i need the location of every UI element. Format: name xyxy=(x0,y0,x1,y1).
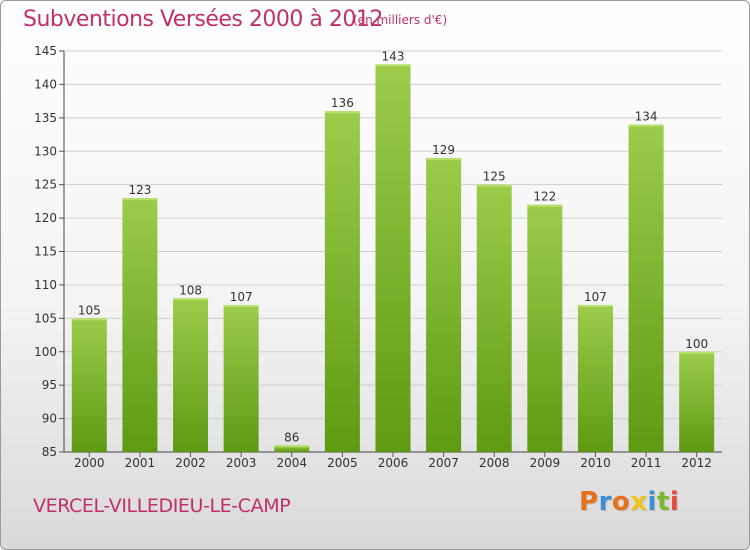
logo-letter: r xyxy=(598,487,612,517)
y-tick-label: 90 xyxy=(42,412,57,426)
bar-highlight-2007 xyxy=(426,157,462,160)
bar-highlight-2003 xyxy=(223,304,259,307)
x-tick-label-2001: 2001 xyxy=(125,456,156,470)
bar-highlight-2012 xyxy=(679,351,715,354)
proxiti-logo[interactable]: Proxiti xyxy=(579,487,679,517)
value-label-2009: 122 xyxy=(533,190,556,204)
x-tick-label-2011: 2011 xyxy=(631,456,662,470)
x-tick-label-2004: 2004 xyxy=(276,456,307,470)
y-tick-label: 95 xyxy=(42,378,57,392)
y-tick-label: 135 xyxy=(34,111,57,125)
bar-highlight-2011 xyxy=(628,124,664,127)
y-tick-label: 115 xyxy=(34,245,57,259)
bar-highlight-2000 xyxy=(71,318,107,321)
value-label-2002: 108 xyxy=(179,283,202,297)
logo-letter: x xyxy=(630,487,648,517)
bar-2009 xyxy=(527,204,563,452)
x-tick-label-2012: 2012 xyxy=(681,456,712,470)
y-tick-label: 145 xyxy=(34,44,57,58)
value-label-2012: 100 xyxy=(685,337,708,351)
bar-2002 xyxy=(173,298,209,452)
labels: 85 90 95 100 105 110 115 120 125 130 135 140 145 105 2… xyxy=(34,44,712,470)
y-tick-label: 110 xyxy=(34,278,57,292)
value-label-2000: 105 xyxy=(78,303,101,317)
bar-highlight-2004 xyxy=(274,445,310,448)
bar-highlight-2009 xyxy=(527,204,563,207)
bar-2000 xyxy=(71,318,107,452)
y-tick-label: 125 xyxy=(34,178,57,192)
x-tick-label-2005: 2005 xyxy=(327,456,358,470)
bars xyxy=(71,64,715,453)
value-label-2006: 143 xyxy=(382,49,405,63)
value-label-2010: 107 xyxy=(584,290,607,304)
y-tick-label: 100 xyxy=(34,345,57,359)
bar-2011 xyxy=(628,124,664,453)
value-label-2011: 134 xyxy=(635,110,658,124)
x-tick-label-2010: 2010 xyxy=(580,456,611,470)
value-label-2008: 125 xyxy=(483,170,506,184)
y-tick-label: 85 xyxy=(42,445,57,459)
bar-2007 xyxy=(426,157,462,452)
logo-letter: o xyxy=(611,487,631,517)
bar-2004 xyxy=(274,445,310,452)
bar-2008 xyxy=(476,184,512,452)
value-label-2004: 86 xyxy=(284,430,299,444)
bar-2005 xyxy=(324,111,360,453)
bar-2006 xyxy=(375,64,411,452)
value-label-2003: 107 xyxy=(230,290,253,304)
bar-highlight-2010 xyxy=(577,304,613,307)
y-tick-label: 140 xyxy=(34,77,57,91)
chart-unit-subtitle: (en milliers d'€) xyxy=(353,13,448,27)
y-tick-label: 130 xyxy=(34,144,57,158)
bar-2010 xyxy=(577,304,613,452)
commune-name: VERCEL-VILLEDIEU-LE-CAMP xyxy=(33,495,291,517)
x-tick-label-2006: 2006 xyxy=(378,456,409,470)
value-label-2007: 129 xyxy=(432,143,455,157)
logo-letter: i xyxy=(669,487,680,517)
bar-2003 xyxy=(223,304,259,452)
bar-2001 xyxy=(122,198,158,452)
chart-title: Subventions Versées 2000 à 2012 xyxy=(23,7,383,32)
logo-letter: P xyxy=(579,487,599,517)
bar-highlight-2005 xyxy=(324,111,360,114)
bar-highlight-2002 xyxy=(173,298,209,301)
x-tick-label-2007: 2007 xyxy=(428,456,459,470)
value-label-2001: 123 xyxy=(128,183,151,197)
bar-highlight-2008 xyxy=(476,184,512,187)
x-tick-label-2002: 2002 xyxy=(175,456,206,470)
y-tick-label: 120 xyxy=(34,211,57,225)
bar-highlight-2006 xyxy=(375,64,411,67)
x-tick-label-2000: 2000 xyxy=(74,456,105,470)
bar-2012 xyxy=(679,351,715,452)
logo-letter: t xyxy=(656,487,670,517)
logo-letter: i xyxy=(647,487,657,517)
x-tick-label-2009: 2009 xyxy=(530,456,561,470)
y-tick-label: 105 xyxy=(34,311,57,325)
x-tick-label-2008: 2008 xyxy=(479,456,510,470)
bar-highlight-2001 xyxy=(122,198,158,201)
x-tick-label-2003: 2003 xyxy=(226,456,257,470)
value-label-2005: 136 xyxy=(331,96,354,110)
